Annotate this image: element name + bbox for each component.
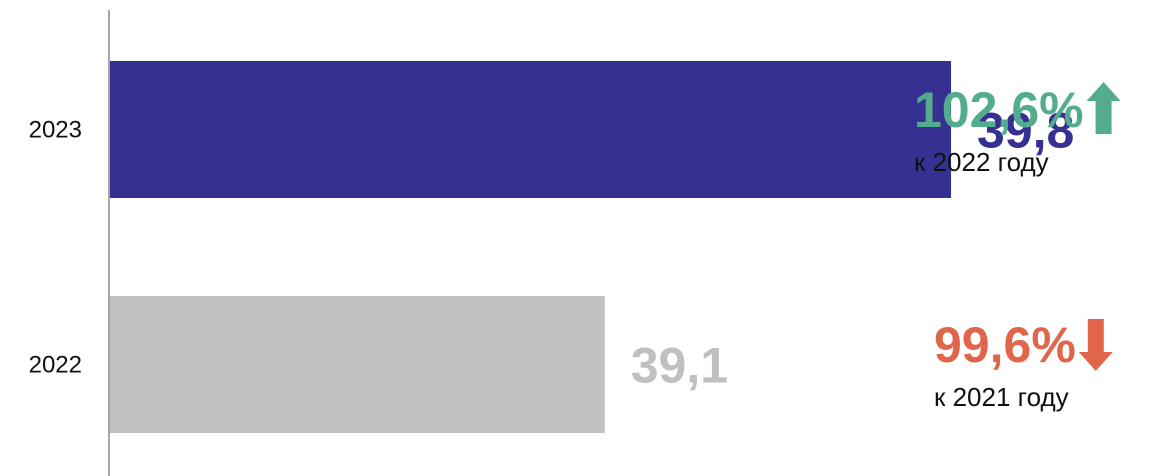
bar	[110, 61, 952, 198]
change-caption: к 2022 году	[914, 147, 1049, 177]
category-label: 2023	[29, 117, 82, 144]
bar	[110, 296, 605, 433]
arrow-up-icon	[1086, 82, 1121, 134]
change-value: 102,6%	[914, 82, 1084, 138]
category-label: 2022	[29, 352, 82, 379]
change-caption: к 2021 году	[934, 382, 1069, 412]
arrow-down-icon	[1078, 319, 1113, 371]
value-label: 39,8	[977, 103, 1074, 159]
value-label: 39,1	[631, 338, 728, 394]
change-value: 99,6%	[934, 317, 1076, 373]
